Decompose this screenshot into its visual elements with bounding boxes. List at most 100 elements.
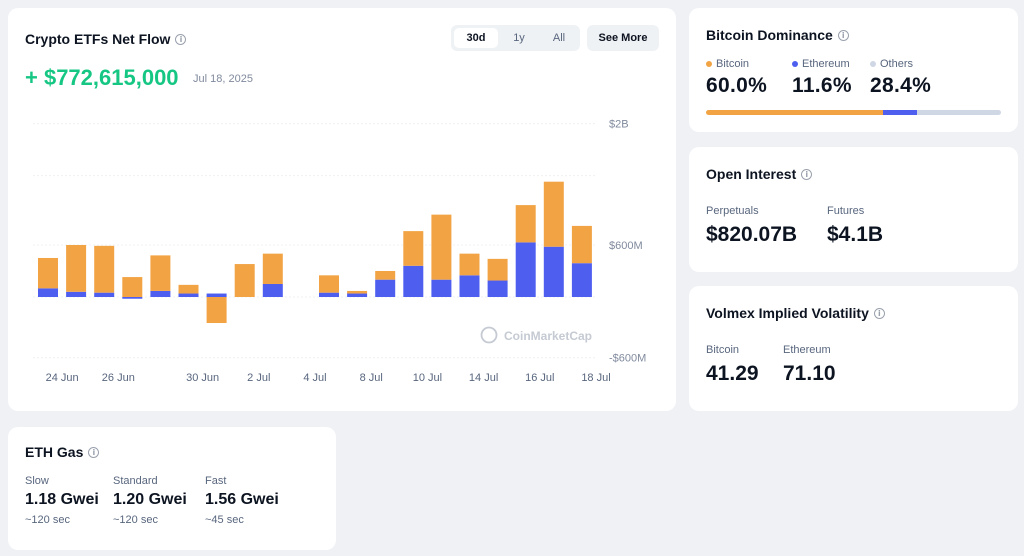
gas-fast-time: ~45 sec xyxy=(205,514,244,526)
info-icon[interactable]: i xyxy=(873,307,885,319)
eth-bar xyxy=(150,290,171,297)
dominance-segment-others xyxy=(917,110,1001,115)
open-interest-title-row: Open Interest i xyxy=(706,166,813,182)
gas-slow-time: ~120 sec xyxy=(25,514,70,526)
y-tick-label: -$600M xyxy=(609,353,646,365)
volatility-bitcoin-value: 41.29 xyxy=(706,362,759,385)
dominance-value: 60.0% xyxy=(706,74,768,97)
dominance-label: Ethereum xyxy=(802,58,850,70)
eth-bar xyxy=(487,280,508,297)
btc-bar xyxy=(38,257,58,289)
bitcoin-dot-icon xyxy=(706,61,712,67)
netflow-chart: $2B $600M -$600M 24 Jun 26 Jun 30 Jun 2 Jul 4 J… xyxy=(33,119,646,384)
eth-bar xyxy=(38,288,58,297)
btc-bar xyxy=(487,258,508,281)
gas-slow-label: Slow xyxy=(25,475,49,487)
tab-all[interactable]: All xyxy=(552,32,566,44)
tab-30d[interactable]: 30d xyxy=(454,28,498,48)
btc-bar xyxy=(459,253,480,276)
eth-bar xyxy=(543,246,564,297)
info-icon[interactable]: i xyxy=(88,446,100,458)
x-tick-label: 24 Jun xyxy=(46,372,79,384)
btc-bar xyxy=(431,214,452,280)
y-tick-label: $2B xyxy=(609,119,629,131)
x-tick-label: 26 Jun xyxy=(102,372,135,384)
volatility-title: Volmex Implied Volatility xyxy=(706,305,869,321)
btc-bar xyxy=(375,270,396,280)
bitcoin-dominance-card: Bitcoin Dominance i Bitcoin 60.0% Ethere… xyxy=(689,8,1018,132)
open-interest-title: Open Interest xyxy=(706,166,797,182)
eth-bar xyxy=(94,292,115,297)
futures-value: $4.1B xyxy=(827,223,884,246)
info-icon[interactable]: i xyxy=(175,33,187,45)
eth-gas-title: ETH Gas xyxy=(25,444,84,460)
eth-gas-card: ETH Gas i Slow 1.18 Gwei ~120 sec Standa… xyxy=(8,427,336,550)
btc-bar xyxy=(206,297,227,324)
tab-1y[interactable]: 1y xyxy=(513,32,525,44)
eth-bar xyxy=(206,293,227,297)
dominance-value: 11.6% xyxy=(792,74,852,97)
volatility-card: Volmex Implied Volatility i Bitcoin 41.2… xyxy=(689,286,1018,411)
eth-bar xyxy=(571,263,592,297)
dominance-ethereum: Ethereum 11.6% xyxy=(792,58,852,98)
eth-bar xyxy=(122,297,143,299)
eth-bar xyxy=(178,293,199,297)
open-interest-card: Open Interest i Perpetuals $820.07B Futu… xyxy=(689,147,1018,272)
gas-standard-value: 1.20 Gwei xyxy=(113,491,187,508)
perpetuals-value: $820.07B xyxy=(706,223,798,246)
x-tick-label: 2 Jul xyxy=(247,372,270,384)
gas-fast-label: Fast xyxy=(205,475,227,487)
btc-bar xyxy=(234,264,255,297)
gas-standard-label: Standard xyxy=(113,475,158,487)
info-icon[interactable]: i xyxy=(837,29,849,41)
coinmarketcap-watermark: CoinMarketCap xyxy=(504,329,592,343)
eth-bar xyxy=(319,292,339,297)
x-tick-label: 14 Jul xyxy=(469,372,498,384)
dominance-progress-bar xyxy=(706,110,1001,115)
eth-bar xyxy=(262,283,283,297)
gas-slow-value: 1.18 Gwei xyxy=(25,491,99,508)
dominance-title-row: Bitcoin Dominance i xyxy=(706,27,849,43)
dominance-others: Others 28.4% xyxy=(870,58,931,98)
eth-bar xyxy=(459,275,480,297)
btc-bar xyxy=(347,290,368,294)
etf-netflow-card: $2B $600M -$600M 24 Jun 26 Jun 30 Jun 2 Jul 4 J… xyxy=(8,8,676,411)
others-dot-icon xyxy=(870,61,876,67)
btc-bar xyxy=(262,253,283,284)
x-tick-label: 30 Jun xyxy=(186,372,219,384)
gas-fast-value: 1.56 Gwei xyxy=(205,491,279,508)
timeframe-tabs: 30d 1y All xyxy=(451,25,580,51)
btc-bar xyxy=(178,284,199,294)
info-icon[interactable]: i xyxy=(801,168,813,180)
dominance-title: Bitcoin Dominance xyxy=(706,27,833,43)
y-tick-label: $600M xyxy=(609,240,643,252)
dominance-label: Others xyxy=(880,58,914,70)
x-tick-label: 16 Jul xyxy=(525,372,554,384)
futures-label: Futures xyxy=(827,205,865,217)
netflow-title-row: Crypto ETFs Net Flow i xyxy=(25,31,187,47)
netflow-value: + $772,615,000 xyxy=(25,65,179,90)
volatility-ethereum-value: 71.10 xyxy=(783,362,836,385)
see-more-button[interactable]: See More xyxy=(587,25,659,51)
gas-standard-time: ~120 sec xyxy=(113,514,158,526)
btc-bar xyxy=(66,244,87,292)
btc-bar xyxy=(515,205,536,243)
dominance-segment-bitcoin xyxy=(706,110,883,115)
volatility-title-row: Volmex Implied Volatility i xyxy=(706,305,885,321)
eth-gas-title-row: ETH Gas i xyxy=(25,444,100,460)
x-tick-label: 18 Jul xyxy=(581,372,610,384)
x-tick-label: 8 Jul xyxy=(360,372,383,384)
btc-bar xyxy=(403,231,424,266)
coinmarketcap-logo-icon xyxy=(480,326,498,344)
dominance-value: 28.4% xyxy=(870,74,932,97)
ethereum-dot-icon xyxy=(792,61,798,67)
x-tick-label: 10 Jul xyxy=(413,372,442,384)
perpetuals-label: Perpetuals xyxy=(706,205,759,217)
dominance-segment-ethereum xyxy=(883,110,918,115)
volatility-ethereum-label: Ethereum xyxy=(783,344,831,356)
btc-bar xyxy=(319,275,339,293)
eth-bar xyxy=(347,293,368,297)
dominance-bitcoin: Bitcoin 60.0% xyxy=(706,58,767,98)
btc-bar xyxy=(94,245,115,293)
btc-bar xyxy=(150,255,171,291)
